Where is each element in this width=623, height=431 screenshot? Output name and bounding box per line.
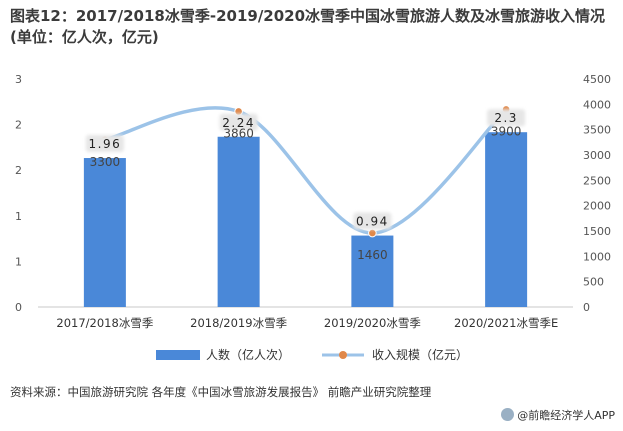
right-axis-tick-label: 1500	[583, 225, 611, 238]
x-axis-tick-label: 2019/2020冰雪季	[324, 316, 421, 330]
left-axis-tick-label: 1	[15, 210, 22, 223]
x-axis-tick-label: 2018/2019冰雪季	[190, 316, 287, 330]
line-series	[100, 105, 511, 238]
bar-label-background	[353, 212, 392, 230]
bar-series	[83, 132, 528, 307]
legend-bar-label: 人数（亿人次）	[206, 347, 290, 362]
right-axis-tick-label: 3500	[583, 124, 611, 137]
credit: @前瞻经济学人APP	[501, 407, 615, 423]
bar	[485, 132, 528, 307]
line-value-label: 3900	[491, 124, 522, 138]
left-axis-tick-label: 3	[15, 73, 22, 86]
left-axis-tick-label: 2	[15, 119, 22, 132]
bar-label-background	[219, 113, 258, 131]
right-axis-tick-label: 4500	[583, 73, 611, 86]
right-axis-tick-label: 4000	[583, 98, 611, 111]
legend: 人数（亿人次） 收入规模（亿元）	[156, 347, 468, 362]
bar-value-label: 2.3	[494, 111, 518, 125]
line-point	[368, 228, 377, 238]
bar	[351, 235, 394, 307]
left-axis-tick-label: 0	[15, 301, 22, 314]
source-note: 资料来源：中国旅游研究院 各年度《中国冰雪旅游发展报告》 前瞻产业研究院整理	[10, 385, 432, 399]
brand-logo-icon	[501, 408, 515, 421]
right-axis-tick-label: 0	[583, 301, 590, 314]
bar-value-label: 0.94	[356, 215, 389, 229]
bar-value-label: 1.96	[89, 137, 122, 151]
legend-bar-swatch	[156, 350, 200, 360]
right-axis-tick-label: 2000	[583, 200, 611, 213]
data-labels: 1.96 2.24 0.94 2.3 3300 3860 1460 3900	[85, 109, 526, 262]
legend-line-label: 收入规模（亿元）	[372, 347, 468, 362]
line-value-label: 3300	[90, 155, 121, 169]
chart-title: 图表12：2017/2018冰雪季-2019/2020冰雪季中国冰雪旅游人数及冰…	[10, 7, 606, 46]
x-axis-tick-label: 2017/2018冰雪季	[56, 316, 153, 330]
credit-text: @前瞻经济学人APP	[517, 409, 615, 422]
bar	[217, 136, 260, 307]
right-axis-tick-label: 2500	[583, 174, 611, 187]
bar	[83, 158, 126, 307]
left-axis-tick-label: 2	[15, 164, 22, 177]
bar-label-background	[85, 135, 124, 153]
bar-label-background	[487, 109, 526, 127]
right-axis-tick-label: 3000	[583, 149, 611, 162]
line-value-label: 1460	[357, 248, 388, 262]
axes: 0 1 1 2 2 3 0 500 1000 1500 2000 2500 3000 3500 4000 45…	[15, 73, 611, 330]
line-value-label: 3860	[223, 126, 254, 140]
legend-line-marker	[339, 351, 347, 359]
bar-value-label: 2.24	[222, 116, 255, 130]
right-axis-tick-label: 1000	[583, 250, 611, 263]
x-axis-tick-label: 2020/2021冰雪季E	[454, 316, 558, 330]
right-axis-tick-label: 500	[583, 276, 604, 289]
line-series-path	[103, 106, 508, 235]
left-axis-tick-label: 1	[15, 255, 22, 268]
